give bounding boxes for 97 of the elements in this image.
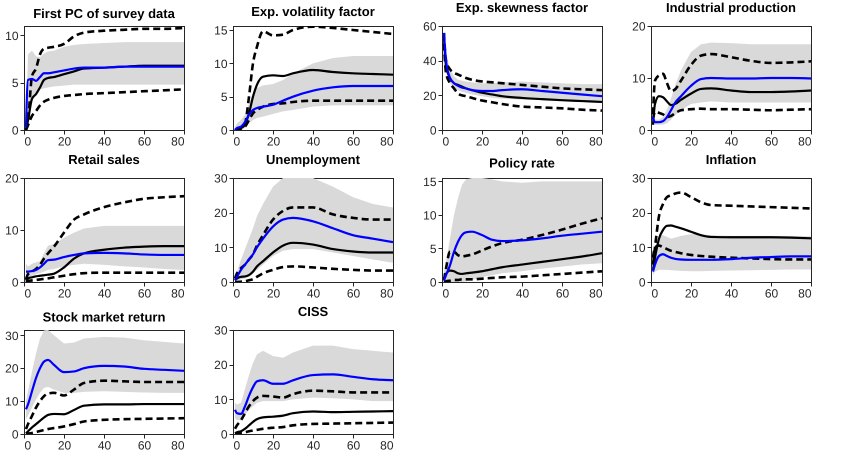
chart-title: Stock market return [42, 309, 166, 324]
x-tick-label: 60 [346, 438, 360, 452]
x-tick-label: 40 [306, 438, 320, 452]
x-tick-label: 60 [346, 134, 360, 148]
chart-title: Unemployment [266, 152, 361, 167]
y-tick-label: 10 [5, 394, 19, 409]
x-tick-label: 40 [306, 286, 320, 300]
x-tick-label: 0 [234, 286, 240, 300]
x-tick-label: 80 [380, 134, 394, 148]
y-tick-label: 0 [220, 276, 228, 290]
x-tick-label: 40 [306, 134, 320, 148]
x-tick-label: 40 [98, 438, 112, 452]
x-tick-label: 0 [652, 286, 658, 300]
x-tick-label: 20 [58, 134, 72, 148]
y-tick-label: 30 [214, 172, 228, 186]
y-tick-label: 0 [430, 124, 437, 138]
x-tick-label: 80 [380, 286, 394, 300]
x-tick-label: 20 [476, 134, 490, 148]
y-tick-label: 10 [423, 208, 437, 222]
chart-title: Exp. volatility factor [251, 4, 375, 19]
y-tick-label: 10 [5, 224, 19, 238]
x-tick-label: 40 [724, 134, 738, 148]
x-tick-label: 80 [171, 134, 185, 148]
chart-title: Industrial production [666, 0, 796, 15]
y-tick-label: 5 [220, 90, 228, 104]
y-tick-label: 20 [214, 358, 228, 372]
x-tick-label: 80 [171, 286, 185, 300]
y-tick-label: 20 [632, 206, 646, 220]
x-tick-label: 60 [764, 134, 778, 148]
y-tick-label: 0 [638, 276, 646, 290]
x-tick-label: 0 [234, 438, 240, 452]
y-tick-label: 15 [214, 24, 228, 38]
x-tick-label: 80 [171, 438, 185, 452]
x-tick-label: 20 [476, 286, 490, 300]
x-tick-label: 60 [138, 286, 152, 300]
chart-title: Inflation [706, 152, 756, 167]
x-tick-label: 20 [266, 438, 280, 452]
x-tick-label: 60 [138, 438, 152, 452]
x-tick-label: 40 [98, 134, 112, 148]
chart-title: Policy rate [489, 155, 555, 170]
x-tick-label: 0 [24, 438, 32, 452]
y-tick-label: 20 [5, 362, 19, 376]
y-tick-label: 60 [423, 20, 437, 34]
x-tick-label: 0 [24, 286, 32, 300]
x-tick-label: 0 [652, 134, 658, 148]
y-tick-label: 20 [423, 88, 437, 103]
y-tick-label: 0 [12, 124, 19, 138]
y-tick-label: 10 [632, 240, 646, 255]
y-tick-label: 10 [214, 392, 228, 407]
x-tick-label: 80 [798, 286, 812, 300]
y-tick-label: 0 [12, 428, 19, 442]
x-tick-label: 40 [724, 286, 738, 300]
x-tick-label: 40 [516, 286, 530, 300]
x-tick-label: 60 [556, 286, 570, 300]
y-tick-label: 30 [214, 324, 228, 338]
y-tick-label: 40 [423, 54, 437, 68]
chart-title: First PC of survey data [33, 6, 176, 21]
y-tick-label: 0 [220, 124, 228, 138]
x-tick-label: 80 [589, 134, 603, 148]
x-tick-label: 20 [58, 286, 72, 300]
chart-title: Exp. skewness factor [456, 0, 588, 15]
x-tick-label: 40 [98, 286, 112, 300]
y-tick-label: 10 [632, 72, 646, 86]
x-tick-label: 20 [684, 286, 698, 300]
chart-title: CISS [298, 304, 328, 319]
x-tick-label: 0 [234, 134, 240, 148]
y-tick-label: 30 [5, 328, 19, 343]
y-tick-label: 30 [632, 172, 646, 186]
x-tick-label: 0 [24, 134, 32, 148]
x-tick-label: 20 [684, 134, 698, 148]
x-tick-label: 80 [380, 438, 394, 452]
x-tick-label: 20 [266, 286, 280, 300]
x-tick-label: 0 [442, 134, 450, 148]
y-tick-label: 5 [12, 76, 19, 90]
y-tick-label: 5 [430, 242, 437, 256]
y-tick-label: 20 [5, 172, 19, 186]
y-tick-label: 10 [214, 56, 228, 71]
y-tick-label: 10 [5, 28, 19, 43]
x-tick-label: 60 [556, 134, 570, 148]
x-tick-label: 60 [346, 286, 360, 300]
y-tick-label: 20 [632, 20, 646, 34]
x-tick-label: 60 [138, 134, 152, 148]
y-tick-label: 0 [430, 276, 437, 290]
y-tick-label: 0 [638, 124, 646, 138]
y-tick-label: 0 [12, 276, 19, 290]
x-tick-label: 20 [58, 438, 72, 452]
y-tick-label: 10 [214, 240, 228, 255]
chart-title: Retail sales [68, 152, 140, 167]
x-tick-label: 80 [589, 286, 603, 300]
y-tick-label: 20 [214, 206, 228, 220]
x-tick-label: 0 [442, 286, 450, 300]
x-tick-label: 60 [764, 286, 778, 300]
y-tick-label: 0 [220, 428, 228, 442]
x-tick-label: 40 [516, 134, 530, 148]
x-tick-label: 80 [798, 134, 812, 148]
y-tick-label: 15 [423, 174, 437, 189]
x-tick-label: 20 [266, 134, 280, 148]
